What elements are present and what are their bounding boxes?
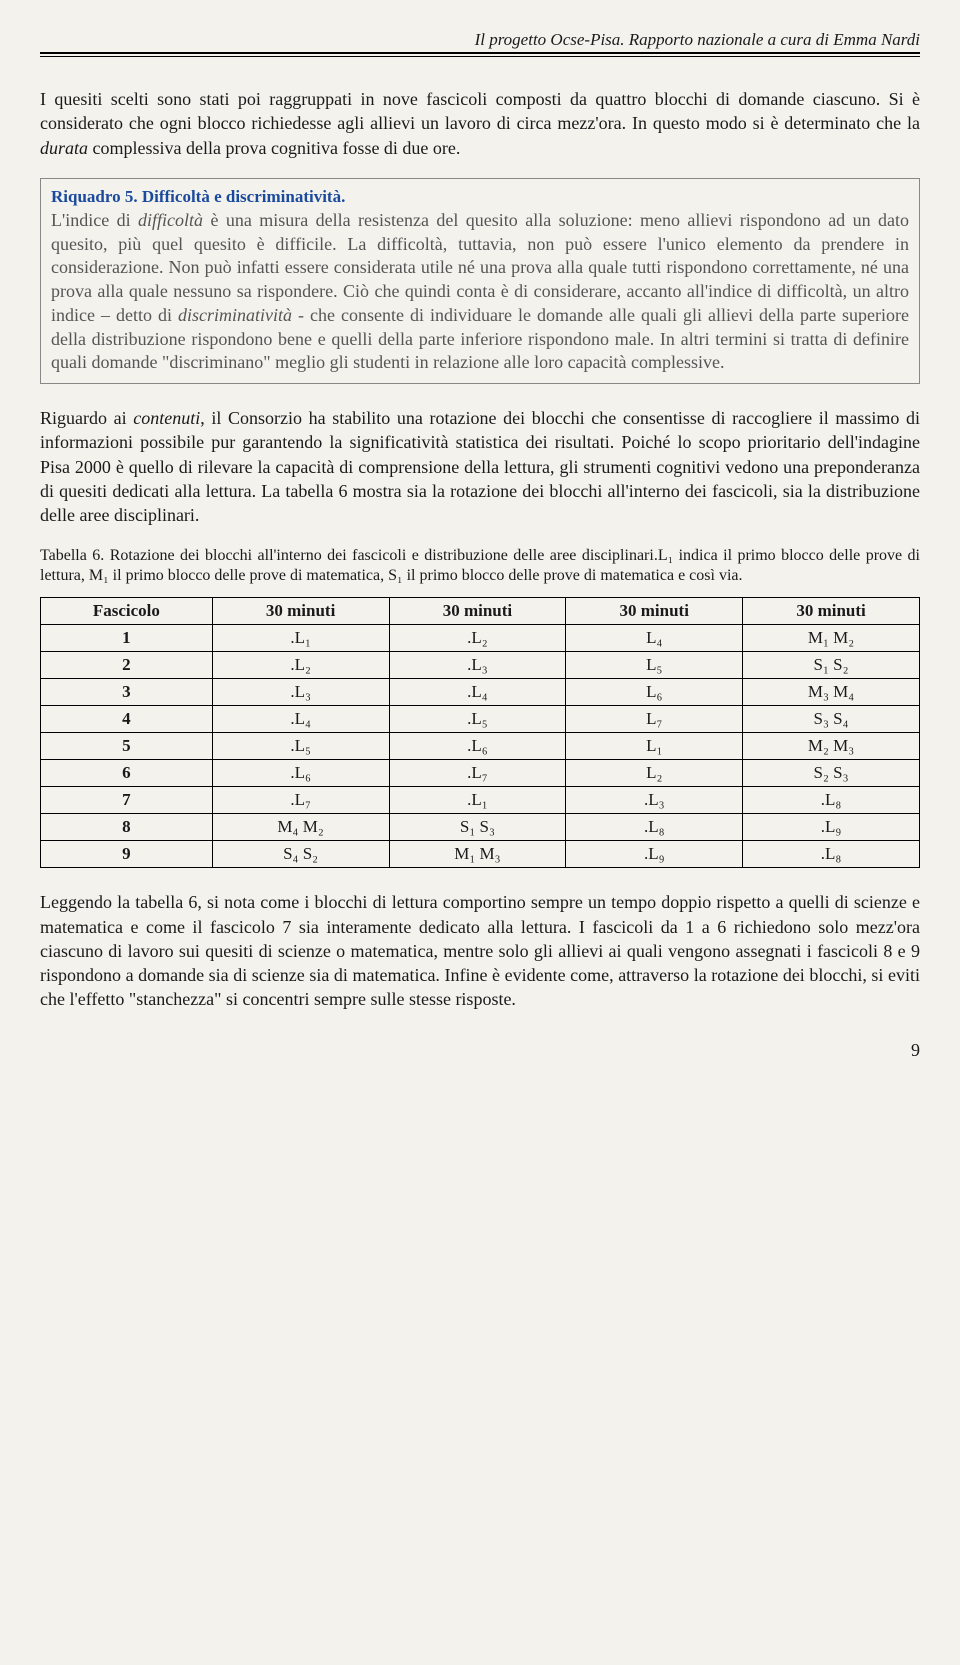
cell-block: M₂ M₃ [743,733,920,760]
cell-block: M₃ M₄ [743,679,920,706]
riq-italic-2: discriminatività [178,305,292,325]
cell-block: M₁ M₃ [389,841,566,868]
table-row: 9S₄ S₂M₁ M₃.L₉.L₈ [41,841,920,868]
cell-block: .L₃ [212,679,389,706]
th-col2: 30 minuti [389,598,566,625]
cell-block: M₄ M₂ [212,814,389,841]
cell-block: .L₃ [566,787,743,814]
table6-caption-italic: Rotazione dei blocchi all'interno dei fa… [40,547,920,585]
page-container: Il progetto Ocse-Pisa. Rapporto nazional… [0,0,960,1101]
running-head: Il progetto Ocse-Pisa. Rapporto nazional… [40,30,920,52]
page-number: 9 [40,1040,920,1061]
cell-block: L₁ [566,733,743,760]
cell-block: .L₇ [389,760,566,787]
para2-text-a: Riguardo ai [40,408,133,428]
table-row: 2.L₂.L₃L₅S₁ S₂ [41,652,920,679]
cell-block: .L₇ [212,787,389,814]
cell-block: S₁ S₂ [743,652,920,679]
cell-block: .L₁ [212,625,389,652]
cell-fascicolo: 5 [41,733,213,760]
cell-block: .L₈ [743,787,920,814]
table-row: 8M₄ M₂S₁ S₃.L₈.L₉ [41,814,920,841]
para1-italic: durata [40,138,88,158]
rule-thick [40,52,920,54]
cell-fascicolo: 2 [41,652,213,679]
cell-block: .L₄ [389,679,566,706]
cell-block: L₄ [566,625,743,652]
table6-caption: Tabella 6. Rotazione dei blocchi all'int… [40,546,920,588]
cell-block: L₆ [566,679,743,706]
table-6-header-row: Fascicolo 30 minuti 30 minuti 30 minuti … [41,598,920,625]
cell-fascicolo: 3 [41,679,213,706]
cell-block: L₂ [566,760,743,787]
cell-block: .L₂ [389,625,566,652]
cell-block: S₄ S₂ [212,841,389,868]
cell-block: .L₈ [566,814,743,841]
cell-block: .L₁ [389,787,566,814]
table-6-body: 1.L₁.L₂L₄M₁ M₂2.L₂.L₃L₅S₁ S₂3.L₃.L₄L₆M₃ … [41,625,920,868]
para1-text-b: complessiva della prova cognitiva fosse … [88,138,460,158]
para1-text-a: I quesiti scelti sono stati poi raggrupp… [40,89,920,133]
paragraph-1: I quesiti scelti sono stati poi raggrupp… [40,87,920,160]
cell-fascicolo: 6 [41,760,213,787]
cell-block: S₁ S₃ [389,814,566,841]
cell-block: S₃ S₄ [743,706,920,733]
th-col4: 30 minuti [743,598,920,625]
table-row: 5.L₅.L₆L₁M₂ M₃ [41,733,920,760]
cell-block: .L₆ [389,733,566,760]
cell-block: .L₈ [743,841,920,868]
cell-block: .L₆ [212,760,389,787]
cell-block: .L₃ [389,652,566,679]
table-6-head: Fascicolo 30 minuti 30 minuti 30 minuti … [41,598,920,625]
cell-block: .L₄ [212,706,389,733]
riquadro-body: L'indice di difficoltà è una misura dell… [51,209,909,375]
th-col1: 30 minuti [212,598,389,625]
table-row: 6.L₆.L₇L₂S₂ S₃ [41,760,920,787]
cell-block: .L₂ [212,652,389,679]
cell-fascicolo: 8 [41,814,213,841]
cell-block: L₇ [566,706,743,733]
cell-block: .L₉ [566,841,743,868]
para2-italic: contenuti [133,408,200,428]
cell-fascicolo: 9 [41,841,213,868]
cell-fascicolo: 1 [41,625,213,652]
rule-thin [40,56,920,57]
table-row: 1.L₁.L₂L₄M₁ M₂ [41,625,920,652]
th-fascicolo: Fascicolo [41,598,213,625]
cell-fascicolo: 7 [41,787,213,814]
paragraph-2: Riguardo ai contenuti, il Consorzio ha s… [40,406,920,527]
cell-block: .L₅ [212,733,389,760]
table-row: 7.L₇.L₁.L₃.L₈ [41,787,920,814]
cell-block: .L₉ [743,814,920,841]
cell-block: L₅ [566,652,743,679]
cell-fascicolo: 4 [41,706,213,733]
th-col3: 30 minuti [566,598,743,625]
table6-caption-lead: Tabella 6. [40,547,110,564]
riquadro-title: Riquadro 5. Difficoltà e discriminativit… [51,187,909,207]
cell-block: M₁ M₂ [743,625,920,652]
table-row: 4.L₄.L₅L₇S₃ S₄ [41,706,920,733]
riq-text-a: L'indice di [51,210,138,230]
table-row: 3.L₃.L₄L₆M₃ M₄ [41,679,920,706]
cell-block: .L₅ [389,706,566,733]
cell-block: S₂ S₃ [743,760,920,787]
riquadro-5-box: Riquadro 5. Difficoltà e discriminativit… [40,178,920,384]
paragraph-3: Leggendo la tabella 6, si nota come i bl… [40,890,920,1011]
riq-italic-1: difficoltà [138,210,203,230]
table-6: Fascicolo 30 minuti 30 minuti 30 minuti … [40,597,920,868]
